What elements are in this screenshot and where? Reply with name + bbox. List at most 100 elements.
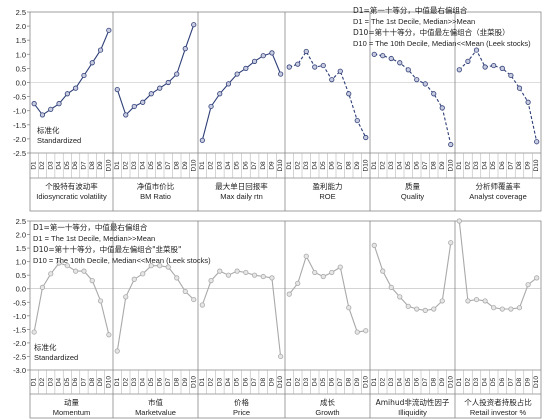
data-point (234, 71, 240, 77)
data-point (31, 329, 37, 335)
series-name-cn: 个人投资者持股占比 (464, 397, 532, 407)
decile-label: D10 (362, 376, 369, 388)
decile-label: D5 (490, 161, 497, 170)
series-line-quality (374, 53, 452, 145)
data-point (73, 268, 79, 274)
data-point (182, 46, 188, 52)
decile-label: D5 (490, 377, 497, 386)
decile-label: D9 (525, 377, 532, 386)
decile-label: D2 (208, 377, 215, 386)
series-line-analyst-coverage (458, 49, 538, 142)
decile-label: D8 (89, 377, 96, 386)
data-point (157, 263, 163, 269)
decile-label: D1 (114, 377, 121, 386)
decile-label: D2 (294, 377, 301, 386)
series-line-price (201, 270, 282, 357)
data-point (89, 277, 95, 284)
series-name-cn: 市值 (148, 397, 163, 407)
decile-label: D9 (268, 161, 275, 170)
legend-line: D10=第十十等分，中值最左偏组合（韭菜股） (353, 27, 510, 37)
series-name-cn: 质量 (405, 181, 420, 191)
decile-label: D9 (182, 377, 189, 386)
y-tick-label: -0.5 (13, 298, 26, 307)
data-point (39, 284, 46, 290)
decile-label: D5 (320, 161, 327, 170)
decile-label: D5 (320, 377, 327, 386)
data-point (473, 47, 480, 53)
data-point (414, 77, 420, 83)
decile-label: D10 (277, 159, 284, 171)
decile-label: D2 (464, 377, 471, 386)
data-point (534, 275, 540, 281)
decile-label: D3 (388, 161, 395, 170)
series-name-cn: 盈利能力 (313, 181, 343, 191)
decile-label: D3 (131, 161, 138, 170)
decile-label: D6 (156, 161, 163, 170)
data-point (217, 268, 223, 274)
data-point (303, 253, 309, 259)
decile-label: D6 (499, 377, 506, 386)
data-point (269, 275, 275, 281)
decile-label: D5 (405, 377, 412, 386)
data-point (303, 48, 309, 55)
decile-label: D3 (303, 161, 310, 170)
data-point (431, 91, 437, 97)
data-point (482, 298, 488, 304)
data-point (534, 139, 540, 145)
series-line-idiosyncratic-volatility (33, 30, 110, 116)
decile-label: D4 (225, 161, 232, 170)
decile-label: D10 (533, 376, 540, 388)
series-name-cn: Amihud非流动性因子 (376, 397, 450, 407)
decile-label: D4 (139, 161, 146, 170)
y-tick-label: -1.0 (13, 312, 26, 321)
data-point (499, 306, 505, 312)
decile-label: D6 (328, 377, 335, 386)
decile-label: D7 (80, 161, 87, 170)
data-point (448, 141, 454, 148)
data-point (508, 72, 514, 79)
decile-label: D4 (56, 377, 63, 386)
series-name-cn: 成长 (320, 397, 335, 407)
y-tick-label: -2.0 (13, 339, 26, 348)
decile-label: D10 (105, 159, 112, 171)
data-point (208, 277, 214, 284)
data-point (439, 298, 445, 304)
series-name-en: Quality (401, 192, 425, 201)
y-tick-label: 1.0 (16, 258, 26, 267)
decile-label: D4 (396, 377, 403, 386)
data-point (508, 306, 514, 312)
y-tick-label: -1.5 (13, 325, 26, 334)
decile-label: D2 (379, 377, 386, 386)
data-point (405, 67, 411, 73)
data-point (56, 260, 62, 266)
decile-label: D10 (105, 376, 112, 388)
y-tick-label: 0.5 (16, 64, 26, 73)
data-point (182, 288, 188, 295)
decile-label: D3 (47, 161, 54, 170)
decile-label: D10 (533, 159, 540, 171)
decile-label: D10 (277, 376, 284, 388)
decile-label: D7 (251, 377, 258, 386)
data-point (225, 272, 232, 278)
decile-label: D9 (439, 161, 446, 170)
series-name-en: Analyst coverage (469, 192, 527, 201)
decile-label: D8 (260, 161, 267, 170)
series-name-en: Growth (315, 408, 339, 417)
data-point (48, 106, 54, 112)
decile-label: D7 (422, 377, 429, 386)
data-point (516, 305, 523, 311)
decile-label: D6 (499, 161, 506, 170)
panel-frame-bottom (29, 220, 542, 419)
series-name-en: Max daily rtn (220, 192, 263, 201)
decile-label: D4 (482, 377, 489, 386)
legend-line: D10 = The 10th Decile, Median<<Mean (Lee… (353, 39, 531, 48)
data-point (234, 268, 240, 274)
decile-label: D2 (39, 161, 46, 170)
data-point (165, 264, 171, 270)
data-point (346, 91, 352, 97)
y-tick-label: -2.5 (13, 149, 26, 158)
decile-label: D7 (507, 377, 514, 386)
data-point (405, 303, 411, 309)
decile-label: D3 (216, 161, 223, 170)
decile-label: D6 (328, 161, 335, 170)
